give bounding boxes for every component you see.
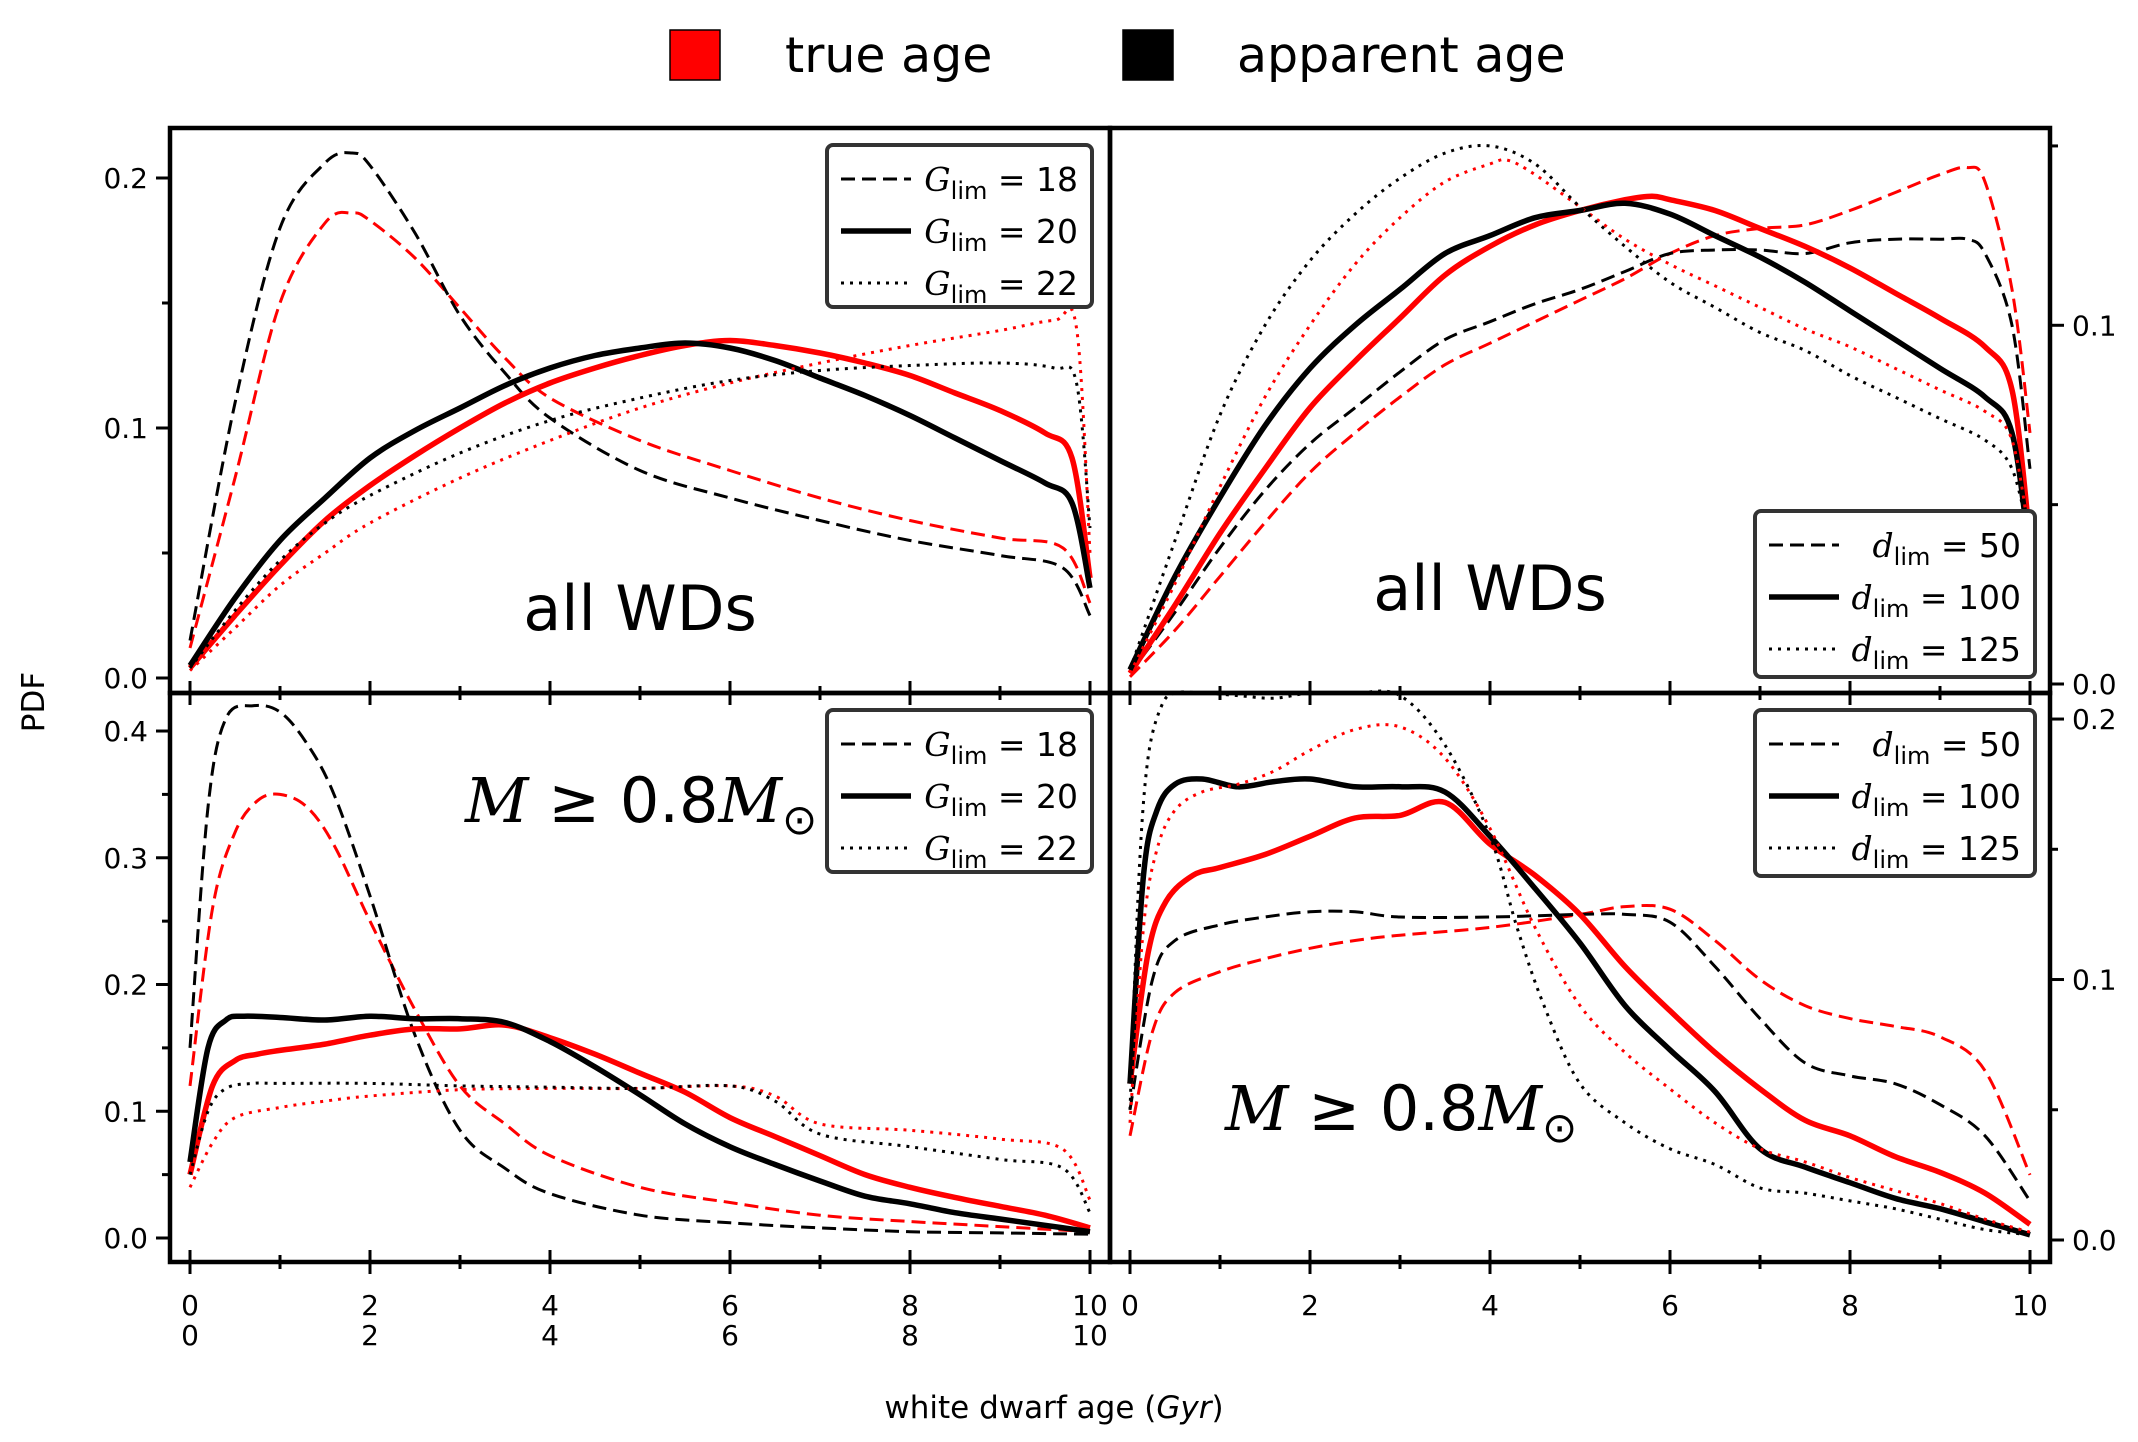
series-line-dotted-true-age xyxy=(188,306,1092,672)
series-line-solid-true-age xyxy=(1127,798,2032,1227)
x-tick-label: 6 xyxy=(721,1319,739,1352)
series-line-dashed-true-age xyxy=(188,792,1091,1234)
panel-frame xyxy=(1107,690,2053,1265)
series-line-dashed-apparent-age xyxy=(188,151,1092,641)
series-line-dashed-apparent-age xyxy=(188,703,1091,1236)
series-line-solid-true-age xyxy=(1127,193,2033,675)
y-tick-label: 0.3 xyxy=(103,842,148,875)
y-tick-label: 0.0 xyxy=(2072,1224,2117,1257)
legend-swatch-apparent-age xyxy=(1122,29,1174,81)
legend-label: dlim = 50 xyxy=(1873,526,2021,571)
panel-annotation: M ≥ 0.8M⊙ xyxy=(1224,1072,1577,1152)
legend-label: dlim = 125 xyxy=(1852,829,2021,874)
x-tick-label: 8 xyxy=(901,1319,919,1352)
legend-frame xyxy=(1753,708,2037,878)
legend-label: dlim = 125 xyxy=(1852,630,2021,675)
y-tick-label: 0.4 xyxy=(103,715,148,748)
y-tick-label: 0.1 xyxy=(2072,964,2117,997)
series-line-solid-true-age xyxy=(187,337,1093,670)
legend-top: true age apparent age xyxy=(669,27,1566,84)
legend-swatch-true-age xyxy=(669,29,721,81)
panel-top-right: 0.0 0.1 dlim = 50 dlim = 100 dlim = 125 all W… xyxy=(1107,125,2117,705)
x-tick-label: 10 xyxy=(2012,1289,2048,1322)
legend-label: Glim = 18 xyxy=(924,725,1078,770)
y-tick-label: 0.1 xyxy=(2072,309,2117,342)
x-tick-label: 0 xyxy=(181,1289,199,1322)
series-line-dotted-true-age xyxy=(188,1084,1092,1201)
y-tick-label: 0.0 xyxy=(2072,668,2117,701)
x-tick-label: 0 xyxy=(1121,1289,1139,1322)
x-tick-label: 8 xyxy=(901,1289,919,1322)
x-tick-label: 6 xyxy=(1661,1289,1679,1322)
legend-label: Glim = 20 xyxy=(924,212,1078,257)
panel-bottom-left: 0 2 4 6 8 10 0.0 0.1 0.2 0.3 0.4 Glim = 18 Glim = 20… xyxy=(103,690,1113,1322)
series-line-dotted-true-age xyxy=(1128,158,2032,674)
legend-label: Glim = 20 xyxy=(924,777,1078,822)
series-line-dashed-true-age xyxy=(1128,165,2032,678)
panel-legend: dlim = 50 dlim = 100 dlim = 125 xyxy=(1753,708,2037,878)
y-tick-label: 0.0 xyxy=(103,1222,148,1255)
y-tick-label: 0.0 xyxy=(103,662,148,695)
x-tick-label: 10 xyxy=(1072,1289,1108,1322)
legend-label-apparent-age: apparent age xyxy=(1237,27,1566,84)
y-tick-label: 0.2 xyxy=(103,969,148,1002)
x-tick-label: 2 xyxy=(1301,1289,1319,1322)
y-axis-title: PDF xyxy=(16,672,52,732)
x-axis-title: white dwarf age (Gyr) xyxy=(884,1390,1223,1426)
x-tick-label: 10 xyxy=(1072,1319,1108,1352)
y-tick-label: 0.1 xyxy=(103,1095,148,1128)
x-tick-label: 4 xyxy=(1481,1289,1499,1322)
x-tick-label: 0 xyxy=(181,1319,199,1352)
panel-annotation: all WDs xyxy=(523,572,757,645)
series-line-dashed-apparent-age xyxy=(1128,236,2032,675)
series-line-dotted-apparent-age xyxy=(1128,689,2031,1237)
series-line-solid-apparent-age xyxy=(1127,200,2033,671)
x-tick-label: 2 xyxy=(361,1289,379,1322)
x-tick-label: 4 xyxy=(541,1289,559,1322)
y-tick-label: 0.2 xyxy=(2072,703,2117,736)
series-line-dashed-apparent-age xyxy=(1128,909,2032,1202)
legend-label: dlim = 50 xyxy=(1873,725,2021,770)
legend-frame xyxy=(825,143,1094,309)
x-tick-label: 2 xyxy=(361,1319,379,1352)
legend-label: dlim = 100 xyxy=(1852,777,2021,822)
x-tick-label: 4 xyxy=(541,1319,559,1352)
series-line-solid-apparent-age xyxy=(187,340,1093,668)
panel-annotation: M ≥ 0.8M⊙ xyxy=(464,764,817,844)
series-line-solid-true-age xyxy=(187,1022,1091,1231)
series-line-dotted-apparent-age xyxy=(188,1081,1092,1214)
series-line-dashed-true-age xyxy=(188,210,1092,649)
y-tick-label: 0.2 xyxy=(103,162,148,195)
series-line-dashed-true-age xyxy=(1128,903,2032,1176)
y-tick-label: 0.1 xyxy=(103,412,148,445)
legend-label: Glim = 22 xyxy=(924,264,1078,309)
x-tick-label: 8 xyxy=(1841,1289,1859,1322)
panel-annotation: all WDs xyxy=(1373,552,1607,625)
panel-legend: dlim = 50 dlim = 100 dlim = 125 xyxy=(1753,509,2037,679)
legend-label-true-age: true age xyxy=(785,27,992,84)
legend-frame xyxy=(825,708,1094,874)
legend-label: Glim = 18 xyxy=(924,160,1078,205)
panel-legend: Glim = 18 Glim = 20 Glim = 22 xyxy=(825,143,1094,309)
legend-label: Glim = 22 xyxy=(924,829,1078,874)
legend-frame xyxy=(1753,509,2037,679)
x-tick-label: 6 xyxy=(721,1289,739,1322)
panel-legend: Glim = 18 Glim = 20 Glim = 22 xyxy=(825,708,1094,874)
series-line-solid-apparent-age xyxy=(187,1013,1091,1235)
legend-label: dlim = 100 xyxy=(1852,578,2021,623)
